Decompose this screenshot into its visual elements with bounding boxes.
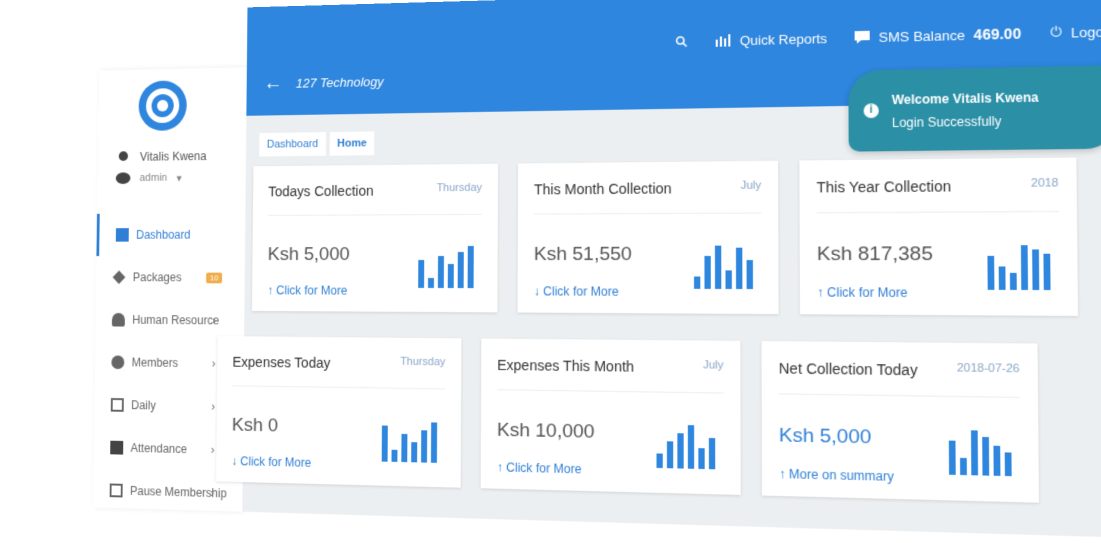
power-icon: ⏻ [1050,23,1062,41]
calendar-icon [110,398,124,412]
card-amount: Ksh 0 [231,414,279,437]
bar-chart-icon [382,422,438,463]
stat-card-expenses-today: Expenses Today Thursday Ksh 0 ↓ Click fo… [216,336,462,488]
card-title: Todays Collection [268,182,374,200]
sms-balance[interactable]: SMS Balance 469.00 [854,24,1022,46]
packages-badge: 10 [206,272,223,283]
bar-chart-icon [715,34,731,47]
card-tag: Thursday [400,355,446,369]
card-title: Net Collection Today [778,359,918,379]
toast-title: Welcome Vitalis Kwena [891,90,1039,108]
sidebar-item-label: Members [131,355,179,370]
sidebar-item-packages[interactable]: Packages 10 [96,256,245,299]
toast-message: Login Successfully [891,113,1002,131]
card-title: Expenses This Month [497,356,635,375]
navbar-actions: Quick Reports SMS Balance 469.00 ⏻ Logou… [675,23,1101,50]
chevron-right-icon: › [211,399,216,414]
card-amount: Ksh 5,000 [267,244,350,265]
sidebar: Vitalis Kwena admin ▾ Dashboard Packages… [92,67,247,512]
card-divider [533,212,762,215]
chevron-right-icon: › [211,356,216,371]
chevron-right-icon: › [210,442,215,457]
card-amount: Ksh 10,000 [496,419,595,443]
stat-card-month-collection: This Month Collection July Ksh 51,550 ↓ … [517,160,779,315]
sms-balance-label: SMS Balance [878,26,965,45]
logout-label: Logout [1070,23,1101,41]
members-icon [111,355,125,370]
card-tag: July [740,179,762,192]
card-amount: Ksh 51,550 [533,243,632,266]
back-arrow-icon[interactable]: ← [263,72,283,95]
bar-chart-icon [656,425,716,470]
card-link[interactable]: ↑ Click for More [496,460,582,477]
card-divider [816,211,1059,214]
card-link[interactable]: ↑ Click for More [816,285,908,301]
card-divider [268,213,482,216]
logout-button[interactable]: ⏻ Logout [1050,23,1101,42]
search-icon [675,35,687,47]
card-amount: Ksh 5,000 [778,424,872,449]
stat-card-expenses-month: Expenses This Month July Ksh 10,000 ↑ Cl… [480,338,741,495]
card-link[interactable]: ↑ More on summary [778,466,894,485]
card-tag: 2018-07-26 [956,361,1020,376]
search-button[interactable] [675,35,687,47]
chevron-right-icon: › [210,486,215,501]
user-icon [118,151,129,161]
card-tag: 2018 [1030,176,1059,190]
card-link[interactable]: ↓ Click for More [231,454,312,470]
app-window: Vitalis Kwena admin ▾ Dashboard Packages… [22,0,1101,539]
app-title: 127 Technology [295,74,384,91]
sidebar-item-dashboard[interactable]: Dashboard [96,213,246,257]
card-title: This Year Collection [816,177,952,196]
card-tag: Thursday [436,181,483,195]
pause-icon [109,483,123,498]
main-content: Dashboard Home Todays Collection Thursda… [216,100,1101,539]
card-divider [497,389,724,394]
card-tag: July [702,359,724,372]
sidebar-item-label: Human Resource [132,313,220,328]
sms-balance-value: 469.00 [973,24,1022,43]
card-amount: Ksh 817,385 [816,243,933,266]
caret-down-icon: ▾ [176,172,182,184]
breadcrumb-dashboard[interactable]: Dashboard [259,132,326,157]
user-name: Vitalis Kwena [139,149,207,164]
welcome-toast: i Welcome Vitalis Kwena Login Successful… [848,65,1101,152]
quick-reports-label: Quick Reports [739,30,828,48]
user-role: admin [139,171,168,184]
card-divider [778,393,1020,398]
packages-icon [112,270,126,284]
stat-card-net-collection: Net Collection Today 2018-07-26 Ksh 5,00… [761,341,1039,503]
breadcrumb-home[interactable]: Home [329,131,375,156]
card-link[interactable]: ↑ Click for More [267,283,348,298]
bar-chart-icon [418,245,474,289]
card-title: This Month Collection [534,180,672,198]
dashboard-icon [115,228,129,242]
user-info[interactable]: Vitalis Kwena [116,149,207,164]
sidebar-item-label: Packages [132,270,182,285]
sidebar-item-label: Attendance [130,441,188,457]
quick-reports-link[interactable]: Quick Reports [715,30,828,48]
sidebar-item-label: Daily [131,398,156,413]
sidebar-item-label: Dashboard [136,227,191,242]
card-title: Expenses Today [232,353,331,371]
chevron-right-icon: › [212,313,217,328]
id-card-icon [115,172,131,185]
rose-logo-icon [138,80,187,132]
bar-chart-icon [694,245,753,290]
breadcrumb: Dashboard Home [259,131,375,157]
stat-card-year-collection: This Year Collection 2018 Ksh 817,385 ↑ … [799,157,1079,316]
bar-chart-icon [987,245,1051,291]
chat-icon [854,30,871,44]
stat-card-todays-collection: Todays Collection Thursday Ksh 5,000 ↑ C… [251,163,499,313]
bar-chart-icon [948,430,1012,477]
attendance-icon [110,440,124,455]
info-icon: i [863,103,879,119]
users-icon [111,312,125,327]
card-divider [232,385,446,390]
card-link[interactable]: ↓ Click for More [533,284,619,299]
user-role-dropdown[interactable]: admin ▾ [115,171,182,185]
